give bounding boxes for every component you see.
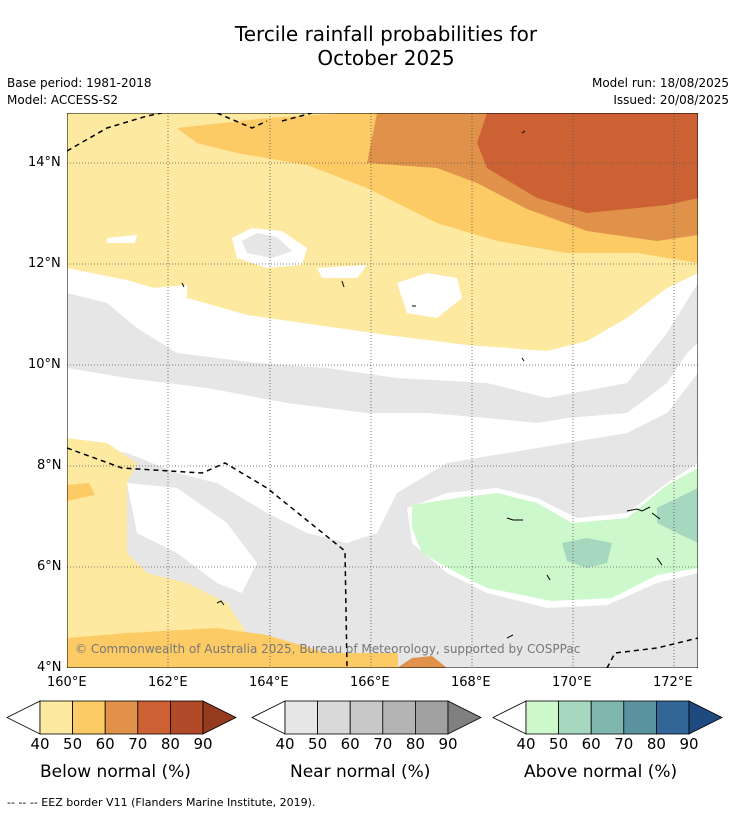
colorbar-tick-label: 90 — [438, 735, 458, 753]
map-title: Tercile rainfall probabilities for Octob… — [0, 22, 736, 70]
lat-label: 6°N — [37, 559, 62, 574]
colorbar-segment — [623, 700, 657, 735]
probability-map: © Commonwealth of Australia 2025, Bureau… — [67, 113, 698, 668]
title-line-1: Tercile rainfall probabilities for — [234, 22, 538, 46]
colorbar-tick-label: 80 — [160, 735, 180, 753]
below-normal-50-60 — [67, 628, 398, 668]
colorbar-tick-label: 50 — [549, 735, 569, 753]
colorbar-label-above: Above normal (%) — [524, 762, 678, 782]
meta-right: Model run: 18/08/2025 Issued: 20/08/2025 — [592, 75, 729, 109]
near-normal-island — [117, 285, 187, 305]
lat-label: 14°N — [28, 155, 61, 170]
colorbar-segment — [137, 700, 171, 735]
colorbar-segment — [39, 700, 73, 735]
near-normal-island — [397, 273, 462, 318]
below-normal-70-80 — [477, 113, 698, 213]
colorbar-tick-label: 50 — [63, 735, 83, 753]
colorbar-tick-label: 80 — [646, 735, 666, 753]
colorbar-tick-label: 70 — [373, 735, 393, 753]
colorbar-over-triangle — [688, 700, 723, 735]
colorbar-tick-label: 70 — [128, 735, 148, 753]
lat-label: 8°N — [37, 458, 62, 473]
colorbar-tick-label: 40 — [30, 735, 50, 753]
colorbar-segment — [72, 700, 106, 735]
colorbar-under-triangle — [6, 700, 41, 735]
colorbar-tick-label: 40 — [275, 735, 295, 753]
colorbar-over-triangle — [202, 700, 237, 735]
near-normal-island — [367, 443, 417, 478]
islands — [181, 130, 663, 639]
below-normal-60-70 — [397, 656, 447, 668]
colorbar-segment — [284, 700, 318, 735]
lon-label: 166°E — [350, 675, 390, 690]
colorbar-tick-label: 60 — [340, 735, 360, 753]
colorbar-segment — [382, 700, 416, 735]
colorbar-segment — [317, 700, 351, 735]
eez-border — [67, 113, 698, 668]
graticule — [67, 113, 698, 668]
colorbar-over-triangle — [447, 700, 482, 735]
lon-label: 162°E — [148, 675, 188, 690]
colorbar-segment — [525, 700, 559, 735]
issued-date: Issued: 20/08/2025 — [613, 93, 729, 107]
colorbar-under-triangle — [492, 700, 527, 735]
below-normal-40-50 — [67, 438, 398, 668]
colorbar-under-triangle — [251, 700, 286, 735]
colorbar-tick-label: 40 — [516, 735, 536, 753]
colorbar-segment — [414, 700, 449, 735]
model-name: Model: ACCESS-S2 — [7, 93, 119, 107]
colorbar-tick-label: 70 — [614, 735, 634, 753]
colorbar-above-normal — [492, 700, 723, 735]
lat-label: 12°N — [28, 256, 61, 271]
lon-label: 160°E — [47, 675, 87, 690]
colorbar-tick-label: 60 — [95, 735, 115, 753]
eez-footnote: -- -- -- EEZ border V11 (Flanders Marine… — [7, 796, 316, 809]
colorbar-tick-label: 90 — [679, 735, 699, 753]
base-period: Base period: 1981-2018 — [7, 76, 152, 90]
colorbar-near-normal — [251, 700, 482, 735]
lon-label: 170°E — [552, 675, 592, 690]
title-line-2: October 2025 — [317, 46, 455, 70]
lat-label: 4°N — [37, 660, 62, 675]
lon-label: 164°E — [249, 675, 289, 690]
colorbar-segment — [558, 700, 592, 735]
above-normal-50-60 — [562, 538, 612, 568]
colorbar-segment — [169, 700, 204, 735]
above-normal-40-50 — [412, 468, 698, 601]
neutral-gap — [67, 343, 698, 543]
colorbars — [6, 700, 723, 735]
meta-left: Base period: 1981-2018 Model: ACCESS-S2 — [7, 75, 152, 109]
near-normal-island — [242, 233, 292, 258]
colorbar-tick-label: 80 — [405, 735, 425, 753]
colorbar-tick-label: 90 — [193, 735, 213, 753]
colorbar-segment — [656, 700, 690, 735]
lat-label: 10°N — [28, 357, 61, 372]
colorbar-label-near: Near normal (%) — [290, 762, 431, 782]
above-normal-50-60 — [657, 488, 698, 543]
neutral-gap — [127, 483, 257, 593]
lon-label: 172°E — [653, 675, 693, 690]
below-normal-50-60 — [67, 483, 95, 501]
colorbar-segment — [104, 700, 139, 735]
colorbar-segment — [590, 700, 625, 735]
copyright-text: © Commonwealth of Australia 2025, Bureau… — [75, 642, 580, 656]
colorbar-label-below: Below normal (%) — [40, 762, 191, 782]
colorbar-tick-label: 60 — [581, 735, 601, 753]
colorbar-segment — [349, 700, 384, 735]
near-normal-island — [107, 235, 137, 243]
model-run: Model run: 18/08/2025 — [591, 76, 729, 90]
colorbar-below-normal — [6, 700, 237, 735]
colorbar-tick-label: 50 — [308, 735, 328, 753]
lon-label: 168°E — [451, 675, 491, 690]
near-normal-island — [317, 265, 367, 278]
